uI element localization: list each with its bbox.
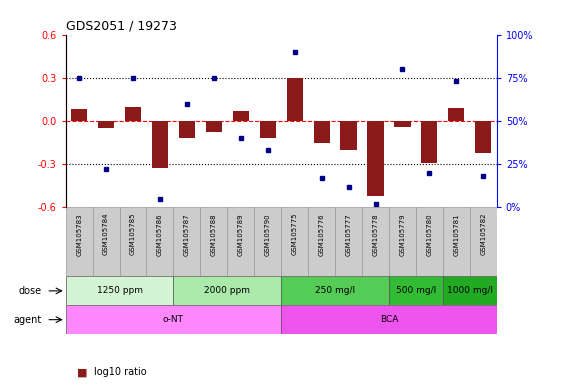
Text: GDS2051 / 19273: GDS2051 / 19273 — [66, 19, 176, 32]
Bar — [313, 121, 329, 142]
Text: GSM105777: GSM105777 — [345, 213, 352, 255]
Text: 500 mg/l: 500 mg/l — [396, 286, 436, 295]
Bar — [389, 207, 416, 276]
Bar — [254, 207, 281, 276]
Text: 2000 ppm: 2000 ppm — [204, 286, 250, 295]
Bar — [125, 107, 141, 121]
Text: dose: dose — [19, 286, 42, 296]
Bar — [71, 109, 87, 121]
Bar — [281, 305, 497, 334]
Bar — [475, 121, 492, 153]
Bar — [281, 276, 389, 305]
Bar — [281, 207, 308, 276]
Text: GSM105776: GSM105776 — [319, 213, 325, 255]
Text: GSM105786: GSM105786 — [157, 213, 163, 255]
Text: GSM105788: GSM105788 — [211, 213, 217, 255]
Bar — [66, 305, 281, 334]
Text: GSM105778: GSM105778 — [372, 213, 379, 255]
Bar — [260, 121, 276, 138]
Bar — [287, 78, 303, 121]
Text: log10 ratio: log10 ratio — [94, 367, 147, 377]
Bar — [389, 276, 443, 305]
Text: GSM105783: GSM105783 — [76, 213, 82, 255]
Text: GSM105789: GSM105789 — [238, 213, 244, 255]
Bar — [98, 121, 114, 128]
Bar — [416, 207, 443, 276]
Bar — [66, 207, 93, 276]
Bar — [147, 207, 174, 276]
Text: agent: agent — [14, 314, 42, 325]
Text: GSM105785: GSM105785 — [130, 213, 136, 255]
Bar — [174, 276, 281, 305]
Bar — [335, 207, 362, 276]
Bar — [308, 207, 335, 276]
Bar — [340, 121, 357, 150]
Text: GSM105790: GSM105790 — [265, 213, 271, 255]
Bar — [470, 207, 497, 276]
Bar — [174, 207, 200, 276]
Bar — [66, 276, 174, 305]
Text: ■: ■ — [77, 367, 87, 377]
Text: 1000 mg/l: 1000 mg/l — [447, 286, 493, 295]
Text: GSM105780: GSM105780 — [427, 213, 432, 255]
Bar — [443, 207, 470, 276]
Bar — [200, 207, 227, 276]
Text: GSM105775: GSM105775 — [292, 213, 297, 255]
Text: GSM105781: GSM105781 — [453, 213, 459, 255]
Text: 250 mg/l: 250 mg/l — [315, 286, 355, 295]
Bar — [93, 207, 119, 276]
Bar — [367, 121, 384, 196]
Text: GSM105787: GSM105787 — [184, 213, 190, 255]
Bar — [448, 108, 464, 121]
Bar — [362, 207, 389, 276]
Bar — [152, 121, 168, 169]
Bar — [227, 207, 254, 276]
Text: GSM105782: GSM105782 — [480, 213, 486, 255]
Text: GSM105784: GSM105784 — [103, 213, 109, 255]
Bar — [233, 111, 249, 121]
Bar — [119, 207, 147, 276]
Bar — [443, 276, 497, 305]
Bar — [395, 121, 411, 127]
Text: BCA: BCA — [380, 315, 398, 324]
Text: o-NT: o-NT — [163, 315, 184, 324]
Bar — [206, 121, 222, 132]
Text: GSM105779: GSM105779 — [400, 213, 405, 255]
Text: 1250 ppm: 1250 ppm — [96, 286, 143, 295]
Bar — [179, 121, 195, 138]
Bar — [421, 121, 437, 163]
